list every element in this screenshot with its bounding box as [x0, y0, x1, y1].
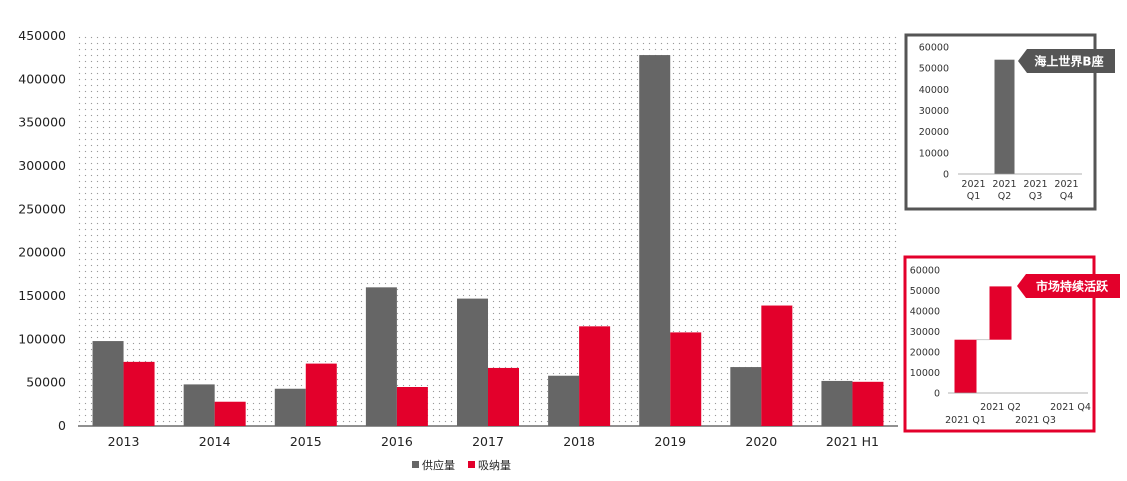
bar-supply [365, 287, 397, 426]
bar-absorption [488, 367, 519, 426]
bar-supply [274, 388, 306, 426]
inset2-y-tick-label: 0 [934, 389, 940, 400]
y-tick-label: 250000 [18, 201, 66, 216]
bar-supply [730, 367, 762, 426]
bar-absorption [670, 332, 702, 426]
x-tick-label: 2018 [563, 434, 595, 449]
x-tick-label: 2019 [654, 434, 686, 449]
y-tick-label: 400000 [18, 71, 66, 86]
inset2-x-tick-label: 2021 Q2 [980, 402, 1021, 413]
inset2-x-tick-label: 2021 Q4 [1050, 402, 1091, 413]
inset1-y-tick-label: 0 [943, 170, 949, 181]
inset1-x-tick-label: 2021 [1023, 179, 1047, 190]
inset2-callout: 市场持续活跃 [1017, 274, 1120, 298]
main-chart: 0 50000 100000 150000 200000 250000 300000 3500… [18, 28, 898, 472]
y-tick-label: 100000 [18, 331, 66, 346]
legend-label-absorption: 吸纳量 [478, 459, 511, 472]
bar-supply [548, 375, 580, 426]
y-tick-label: 0 [58, 418, 66, 433]
inset1-y-axis: 0 10000 20000 30000 40000 50000 60000 [919, 43, 949, 181]
inset1-x-tick-label: Q2 [998, 191, 1012, 202]
y-tick-label: 450000 [18, 28, 66, 43]
inset1-x-tick-label: Q3 [1029, 191, 1043, 202]
x-axis: 2013 2014 2015 2016 2017 2018 2019 2020 2021 H1 [108, 434, 879, 449]
inset1-bar [994, 59, 1015, 175]
bar-supply [639, 55, 671, 427]
inset1-y-tick-label: 60000 [919, 43, 949, 54]
x-tick-label: 2020 [745, 434, 777, 449]
bar-absorption [305, 363, 337, 426]
inset2-y-tick-label: 30000 [910, 327, 940, 338]
inset2-bar [954, 339, 977, 393]
inset2-y-axis: 0 10000 20000 30000 40000 50000 60000 [910, 266, 940, 400]
inset1-callout-shape [1018, 49, 1115, 73]
inset1-y-tick-label: 30000 [919, 106, 949, 117]
inset1-callout: 海上世界B座 [1018, 49, 1115, 73]
x-tick-label: 2021 H1 [826, 434, 879, 449]
x-tick-label: 2015 [290, 434, 322, 449]
inset2-bar [989, 286, 1012, 340]
inset1-x-tick-label: 2021 [961, 179, 985, 190]
inset2-y-tick-label: 20000 [910, 348, 940, 359]
y-tick-label: 50000 [26, 375, 66, 390]
bar-absorption [214, 401, 246, 426]
inset2-y-tick-label: 10000 [910, 368, 940, 379]
inset2-y-tick-label: 50000 [910, 286, 940, 297]
bar-absorption [761, 305, 793, 426]
y-tick-label: 300000 [18, 158, 66, 173]
x-tick-label: 2013 [108, 434, 140, 449]
y-tick-label: 200000 [18, 245, 66, 260]
legend: 供应量 吸纳量 [412, 458, 511, 472]
y-tick-label: 350000 [18, 115, 66, 130]
bars [92, 55, 884, 427]
inset2-x-tick-label: 2021 Q1 [945, 415, 986, 426]
inset1-x-tick-label: Q4 [1060, 191, 1074, 202]
inset2-callout-label: 市场持续活跃 [1036, 279, 1109, 294]
inset1-y-tick-label: 50000 [919, 64, 949, 75]
bar-supply [821, 380, 853, 426]
bar-supply [92, 341, 124, 426]
inset1-x-tick-label: Q1 [967, 191, 981, 202]
inset1-y-tick-label: 20000 [919, 127, 949, 138]
bar-absorption [123, 361, 155, 426]
inset1-y-tick-label: 10000 [919, 148, 949, 159]
bar-absorption [852, 381, 884, 426]
bar-supply [457, 298, 488, 426]
inset2-callout-shape [1017, 274, 1120, 298]
inset2-x-axis: 2021 Q1 2021 Q2 2021 Q3 2021 Q4 [945, 402, 1091, 426]
inset2-bars [954, 286, 1012, 393]
inset1-callout-label: 海上世界B座 [1034, 54, 1103, 69]
bar-absorption [396, 387, 428, 426]
inset1-y-tick-label: 40000 [919, 85, 949, 96]
inset1-bars [994, 59, 1015, 175]
x-tick-label: 2014 [199, 434, 231, 449]
legend-swatch-supply [412, 461, 419, 468]
x-tick-label: 2017 [472, 434, 504, 449]
bar-absorption [579, 326, 611, 426]
legend-label-supply: 供应量 [422, 458, 455, 472]
inset2-y-tick-label: 60000 [910, 266, 940, 277]
inset1-x-tick-label: 2021 [1054, 179, 1078, 190]
inset2-y-tick-label: 40000 [910, 307, 940, 318]
x-tick-label: 2016 [381, 434, 413, 449]
bar-supply [183, 384, 215, 426]
y-axis: 0 50000 100000 150000 200000 250000 300000 3500… [18, 28, 66, 433]
legend-swatch-absorption [468, 461, 475, 468]
inset1-x-tick-label: 2021 [992, 179, 1016, 190]
inset2-x-tick-label: 2021 Q3 [1015, 415, 1056, 426]
y-tick-label: 150000 [18, 288, 66, 303]
